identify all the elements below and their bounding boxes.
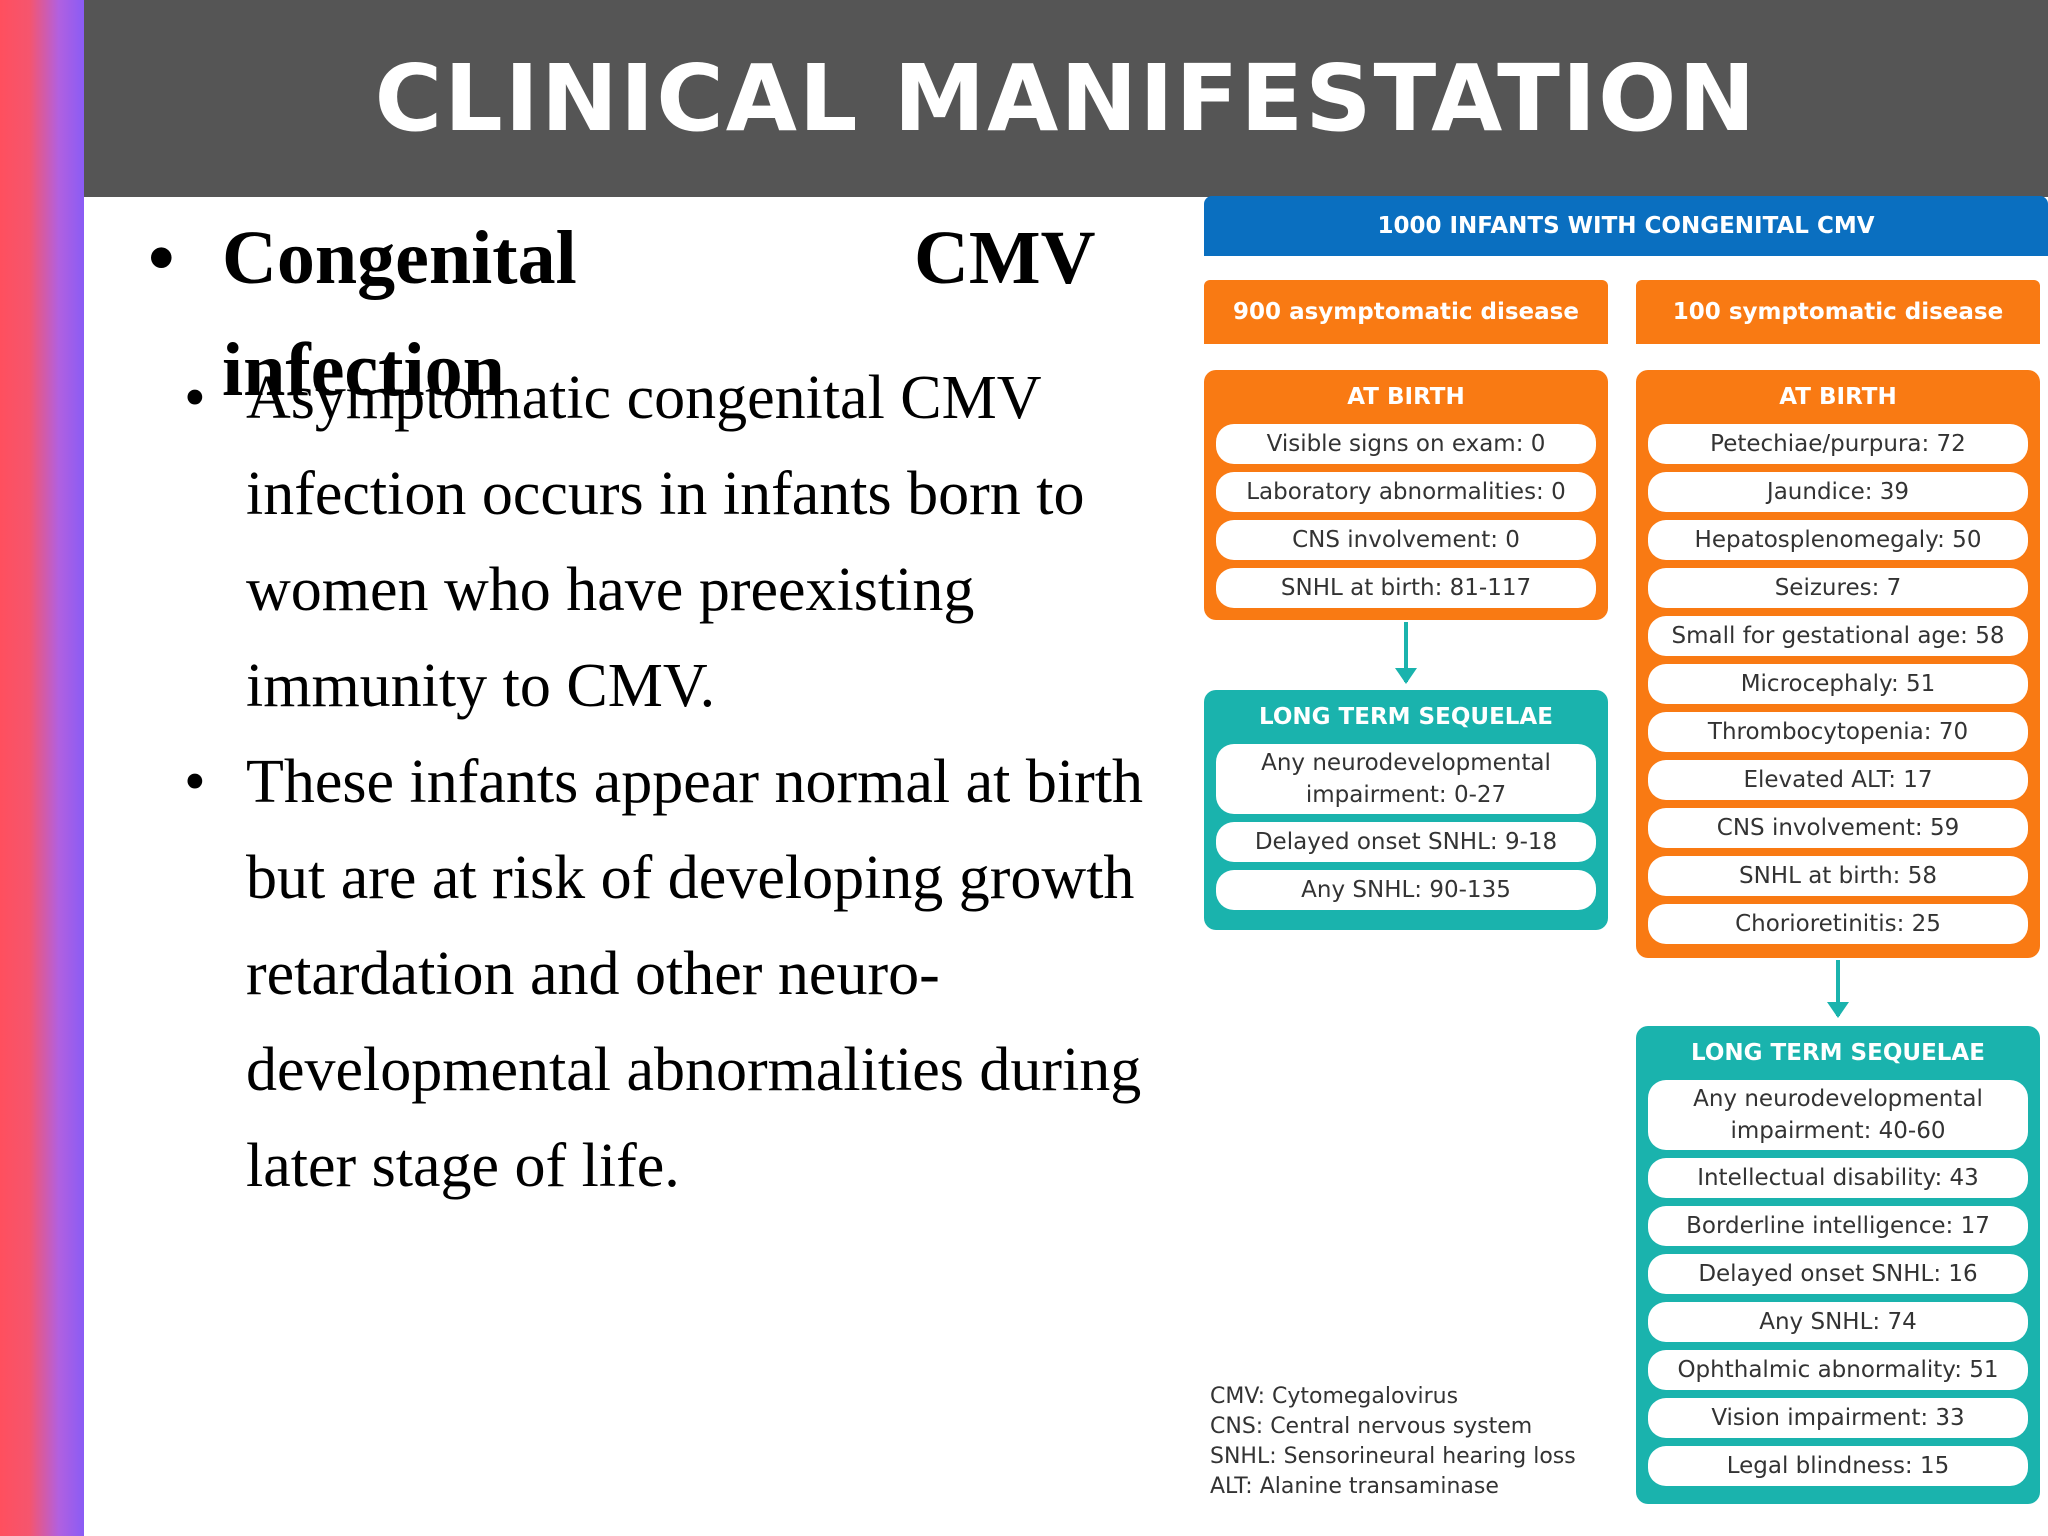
footnote: CMV: Cytomegalovirus — [1210, 1384, 1459, 1409]
heading-word-congenital: Congenital — [222, 216, 577, 300]
finding-item: SNHL at birth: 81-117 — [1216, 568, 1596, 608]
footnote: CNS: Central nervous system — [1210, 1414, 1533, 1439]
sequela-item: Vision impairment: 33 — [1648, 1398, 2028, 1438]
finding-item: Laboratory abnormalities: 0 — [1216, 472, 1596, 512]
sequela-item: Any neurodevelopmental impairment: 40-60 — [1648, 1080, 2028, 1150]
box-label: AT BIRTH — [1347, 384, 1465, 410]
finding-item: Hepatosplenomegaly: 50 — [1648, 520, 2028, 560]
connector-arrow — [1827, 960, 1849, 1018]
finding-item: Small for gestational age: 58 — [1648, 616, 2028, 656]
bullet-text: These infants appear normal at birth but… — [246, 748, 1143, 1200]
sequela-item: Delayed onset SNHL: 16 — [1648, 1254, 2028, 1294]
finding-item: Visible signs on exam: 0 — [1216, 424, 1596, 464]
heading-word-infection: infection — [222, 328, 505, 412]
asymptomatic-header: 900 asymptomatic disease — [1204, 280, 1608, 344]
bullet-list: • Asymptomatic congenital CMV infection … — [184, 350, 1144, 1214]
sequela-item: Delayed onset SNHL: 9-18 — [1216, 822, 1596, 862]
finding-item: Elevated ALT: 17 — [1648, 760, 2028, 800]
diagram-footnotes: CMV: Cytomegalovirus CNS: Central nervou… — [1210, 1382, 1630, 1502]
heading-word-cmv: CMV — [914, 216, 1096, 300]
finding-item: Microcephaly: 51 — [1648, 664, 2028, 704]
finding-item: CNS involvement: 0 — [1216, 520, 1596, 560]
sequela-item: Intellectual disability: 43 — [1648, 1158, 2028, 1198]
symptomatic-header: 100 symptomatic disease — [1636, 280, 2040, 344]
asymptomatic-at-birth-box: AT BIRTH Visible signs on exam: 0 Labora… — [1204, 370, 1608, 620]
asymptomatic-sequelae-box: LONG TERM SEQUELAE Any neurodevelopmenta… — [1204, 690, 1608, 930]
sequela-item: Any neurodevelopmental impairment: 0-27 — [1216, 744, 1596, 814]
symptomatic-at-birth-box: AT BIRTH Petechiae/purpura: 72 Jaundice:… — [1636, 370, 2040, 958]
bullet-text: Asymptomatic congenital CMV infection oc… — [246, 364, 1085, 720]
finding-item: Thrombocytopenia: 70 — [1648, 712, 2028, 752]
box-label: LONG TERM SEQUELAE — [1691, 1040, 1985, 1066]
title-bar: CLINICAL MANIFESTATION — [84, 0, 2048, 197]
bullet-marker: • — [184, 364, 206, 432]
sequela-item: Ophthalmic abnormality: 51 — [1648, 1350, 2028, 1390]
decorative-side-stripe — [0, 0, 84, 1536]
heading-bullet: • — [148, 216, 175, 300]
bullet-list-container: • Asymptomatic congenital CMV infection … — [184, 350, 1144, 1214]
cmv-outcomes-diagram: 1000 INFANTS WITH CONGENITAL CMV 900 asy… — [1204, 196, 2048, 1536]
sequela-item: Legal blindness: 15 — [1648, 1446, 2028, 1486]
box-label: AT BIRTH — [1779, 384, 1897, 410]
slide-title: CLINICAL MANIFESTATION — [374, 45, 1758, 152]
sequela-item: Any SNHL: 74 — [1648, 1302, 2028, 1342]
connector-arrow — [1395, 622, 1417, 684]
bullet-item: • Asymptomatic congenital CMV infection … — [184, 350, 1144, 734]
finding-item: SNHL at birth: 58 — [1648, 856, 2028, 896]
diagram-banner: 1000 INFANTS WITH CONGENITAL CMV — [1204, 196, 2048, 256]
footnote: SNHL: Sensorineural hearing loss — [1210, 1444, 1576, 1469]
finding-item: Seizures: 7 — [1648, 568, 2028, 608]
sequela-item: Borderline intelligence: 17 — [1648, 1206, 2028, 1246]
footnote: ALT: Alanine transaminase — [1210, 1474, 1499, 1499]
box-label: LONG TERM SEQUELAE — [1259, 704, 1553, 730]
finding-item: Chorioretinitis: 25 — [1648, 904, 2028, 944]
bullet-item: • These infants appear normal at birth b… — [184, 734, 1144, 1214]
symptomatic-sequelae-box: LONG TERM SEQUELAE Any neurodevelopmenta… — [1636, 1026, 2040, 1504]
sequela-item: Any SNHL: 90-135 — [1216, 870, 1596, 910]
finding-item: Jaundice: 39 — [1648, 472, 2028, 512]
finding-item: CNS involvement: 59 — [1648, 808, 2028, 848]
finding-item: Petechiae/purpura: 72 — [1648, 424, 2028, 464]
bullet-marker: • — [184, 748, 206, 816]
